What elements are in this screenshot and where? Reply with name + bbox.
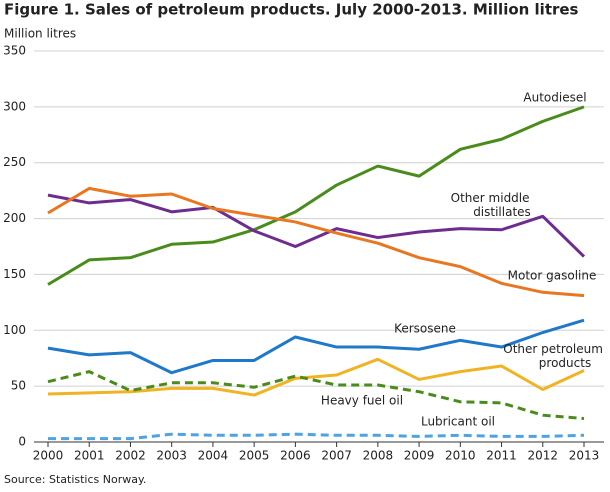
y-tick-label: 100 <box>3 323 26 337</box>
series-line <box>47 357 585 397</box>
x-tick-label: 2004 <box>198 449 229 463</box>
series-line <box>48 432 585 441</box>
x-tick-label: 2001 <box>74 449 105 463</box>
series-line <box>47 186 585 298</box>
y-tick-label: 200 <box>3 211 26 225</box>
series-line <box>47 370 585 421</box>
x-tick-label: 2010 <box>445 449 476 463</box>
x-tick-label: 2007 <box>321 449 352 463</box>
x-tick-label: 2000 <box>33 449 64 463</box>
y-tick-label: 0 <box>18 435 26 449</box>
x-tick-label: 2011 <box>486 449 517 463</box>
x-tick-label: 2008 <box>363 449 394 463</box>
x-tick-label: 2006 <box>280 449 311 463</box>
y-tick-label: 350 <box>3 44 26 58</box>
y-tick-label: 150 <box>3 267 26 281</box>
series-label: Heavy fuel oil <box>321 394 403 408</box>
series-label: Autodiesel <box>523 91 586 105</box>
series-line <box>47 318 585 375</box>
chart-title: Figure 1. Sales of petroleum products. J… <box>4 1 579 19</box>
x-tick-label: 2002 <box>115 449 146 463</box>
y-tick-label: 50 <box>11 379 26 393</box>
series-label: Kersosene <box>394 322 456 336</box>
y-tick-label: 250 <box>3 155 26 169</box>
series-label: Other petroleum products <box>503 342 606 370</box>
series-label: Other middle distillates <box>451 191 534 219</box>
series-line <box>47 105 585 286</box>
x-tick-label: 2012 <box>527 449 558 463</box>
x-tick-label: 2003 <box>156 449 187 463</box>
x-tick-label: 2005 <box>239 449 270 463</box>
series-label: Motor gasoline <box>508 269 597 283</box>
y-tick-label: 300 <box>3 99 26 113</box>
source: Source: Statistics Norway. <box>4 473 146 486</box>
x-tick-label: 2013 <box>569 449 600 463</box>
x-tick-label: 2009 <box>404 449 435 463</box>
series-label: Lubricant oil <box>421 415 495 429</box>
series-line <box>47 193 586 258</box>
y-axis-label: Million litres <box>4 27 76 41</box>
